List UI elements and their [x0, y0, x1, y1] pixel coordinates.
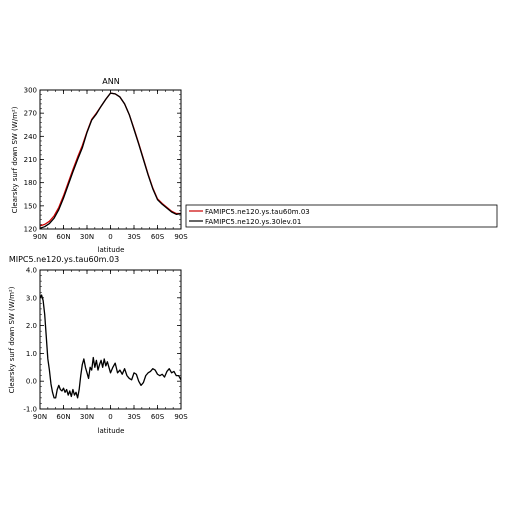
y-tick-labels: -1.0 0.0 1.0 2.0 3.0 4.0 — [23, 267, 37, 414]
tick-marks — [39, 89, 182, 230]
y-tick-label: 150 — [24, 202, 37, 210]
y-tick-label: 2.0 — [26, 322, 37, 330]
x-tick-label: 90N — [33, 233, 47, 241]
x-tick-labels: 90N 60N 30N 0 30S 60S 90S — [33, 413, 188, 421]
x-axis-label: latitude — [98, 246, 125, 254]
y-tick-label: 4.0 — [26, 267, 37, 275]
y-tick-label: 3.0 — [26, 294, 37, 302]
y-tick-label: 120 — [24, 226, 37, 234]
x-tick-label: 30S — [127, 233, 141, 241]
plot-frame — [39, 89, 182, 230]
series-lines — [39, 92, 182, 229]
x-tick-label: 30S — [127, 413, 141, 421]
y-tick-label: 1.0 — [26, 350, 37, 358]
series-line-1 — [39, 294, 182, 399]
legend-entry-series-1: FAMIPC5.ne120.ys.tau60m.03 — [205, 208, 310, 216]
difference-panel: MIPC5.ne120.ys.tau60m.03 latitude Clears… — [8, 255, 188, 435]
y-tick-label: 240 — [24, 133, 37, 141]
legend-entry-series-2: FAMIPC5.ne120.ys.30lev.01 — [205, 218, 301, 226]
x-tick-label: 30N — [80, 413, 94, 421]
x-tick-label: 90S — [174, 413, 188, 421]
y-tick-labels: 120 150 180 210 240 270 300 — [24, 87, 37, 234]
x-tick-label: 60S — [151, 233, 165, 241]
legend-box — [185, 204, 498, 228]
x-tick-label: 90S — [174, 233, 188, 241]
y-tick-label: 300 — [24, 87, 37, 95]
x-axis-label: latitude — [98, 427, 125, 435]
x-tick-labels: 90N 60N 30N 0 30S 60S 90S — [33, 233, 188, 241]
x-tick-label: 60N — [56, 233, 70, 241]
tick-marks — [39, 269, 182, 410]
x-tick-label: 60N — [56, 413, 70, 421]
y-axis-label: Clearsky surf down SW (W/m²) — [8, 286, 16, 393]
y-axis-label: Clearsky surf down SW (W/m²) — [11, 106, 19, 213]
series-line-1 — [39, 92, 181, 227]
y-tick-label: -1.0 — [23, 406, 37, 414]
y-tick-label: 0.0 — [26, 378, 37, 386]
panel-title: ANN — [102, 77, 119, 86]
panel-title: MIPC5.ne120.ys.tau60m.03 — [9, 255, 119, 264]
annual-mean-panel: ANN latitude Clearsky surf down SW (W/m²… — [11, 77, 188, 254]
y-tick-label: 210 — [24, 156, 37, 164]
series-line-2 — [39, 92, 182, 229]
legend: FAMIPC5.ne120.ys.tau60m.03 FAMIPC5.ne120… — [185, 204, 498, 228]
y-tick-label: 270 — [24, 110, 37, 118]
series-lines — [39, 294, 182, 399]
x-tick-label: 30N — [80, 233, 94, 241]
x-tick-label: 60S — [151, 413, 165, 421]
y-tick-label: 180 — [24, 179, 37, 187]
x-tick-label: 90N — [33, 413, 47, 421]
plot-frame — [39, 269, 182, 410]
x-tick-label: 0 — [108, 413, 112, 421]
x-tick-label: 0 — [108, 233, 112, 241]
